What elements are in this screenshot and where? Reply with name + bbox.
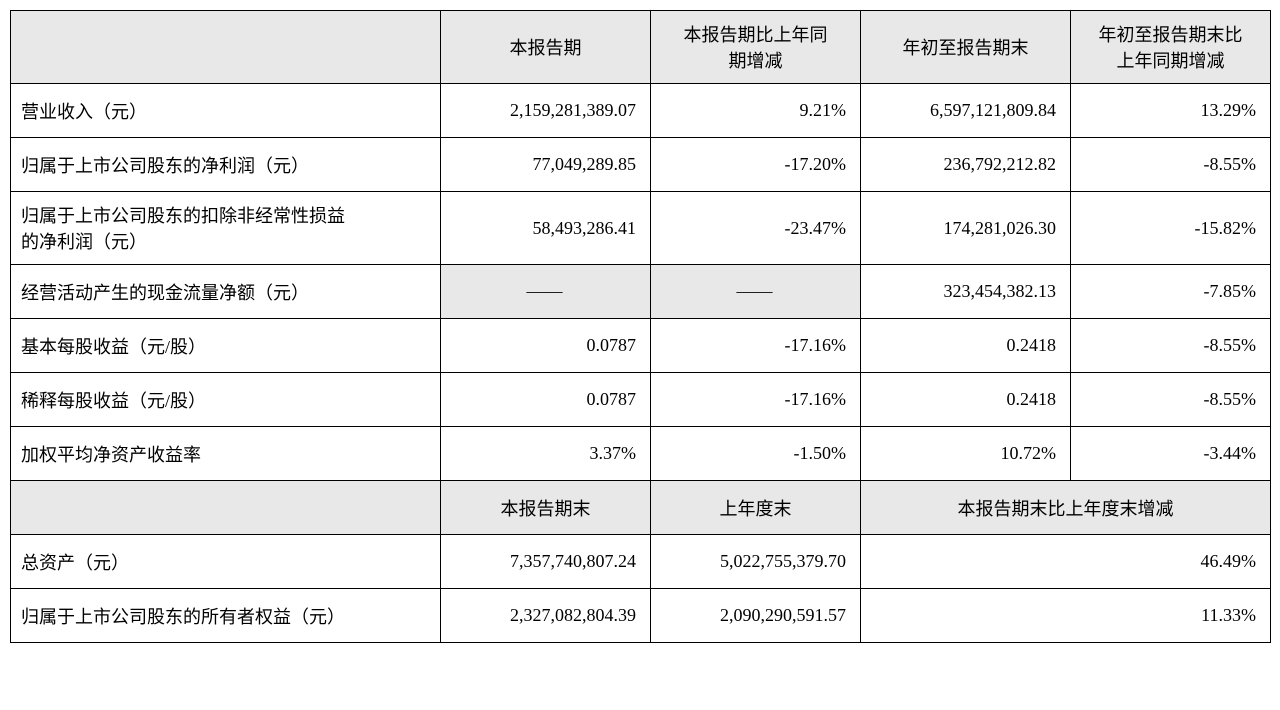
cell: -15.82% (1071, 192, 1271, 265)
table-row: 加权平均净资产收益率 3.37% -1.50% 10.72% -3.44% (11, 427, 1271, 481)
col-period: 本报告期 (441, 11, 651, 84)
cell: 2,090,290,591.57 (651, 589, 861, 643)
row-label: 归属于上市公司股东的扣除非经常性损益 的净利润（元） (11, 192, 441, 265)
table-row: 归属于上市公司股东的净利润（元） 77,049,289.85 -17.20% 2… (11, 138, 1271, 192)
header-row-1: 本报告期 本报告期比上年同 期增减 年初至报告期末 年初至报告期末比 上年同期增… (11, 11, 1271, 84)
cell: 10.72% (861, 427, 1071, 481)
cell: 58,493,286.41 (441, 192, 651, 265)
col2-prev-year-end: 上年度末 (651, 481, 861, 535)
row-label: 加权平均净资产收益率 (11, 427, 441, 481)
cell: 0.2418 (861, 319, 1071, 373)
col-ytd-yoy: 年初至报告期末比 上年同期增减 (1071, 11, 1271, 84)
cell: 3.37% (441, 427, 651, 481)
table-row: 基本每股收益（元/股） 0.0787 -17.16% 0.2418 -8.55% (11, 319, 1271, 373)
cell: 0.2418 (861, 373, 1071, 427)
cell: -23.47% (651, 192, 861, 265)
row-label: 稀释每股收益（元/股） (11, 373, 441, 427)
col2-period-end: 本报告期末 (441, 481, 651, 535)
cell: 46.49% (861, 535, 1271, 589)
cell: 9.21% (651, 84, 861, 138)
cell-empty: —— (441, 265, 651, 319)
table-row: 经营活动产生的现金流量净额（元） —— —— 323,454,382.13 -7… (11, 265, 1271, 319)
cell: 11.33% (861, 589, 1271, 643)
row-label: 总资产（元） (11, 535, 441, 589)
row-label: 营业收入（元） (11, 84, 441, 138)
cell-empty: —— (651, 265, 861, 319)
cell: -17.16% (651, 373, 861, 427)
cell: -8.55% (1071, 373, 1271, 427)
table-row: 总资产（元） 7,357,740,807.24 5,022,755,379.70… (11, 535, 1271, 589)
row-label: 经营活动产生的现金流量净额（元） (11, 265, 441, 319)
cell: 13.29% (1071, 84, 1271, 138)
cell: -8.55% (1071, 138, 1271, 192)
cell: -17.20% (651, 138, 861, 192)
cell: 323,454,382.13 (861, 265, 1071, 319)
cell: -7.85% (1071, 265, 1271, 319)
table-row: 稀释每股收益（元/股） 0.0787 -17.16% 0.2418 -8.55% (11, 373, 1271, 427)
row-label: 基本每股收益（元/股） (11, 319, 441, 373)
col2-blank (11, 481, 441, 535)
cell: 2,327,082,804.39 (441, 589, 651, 643)
cell: 5,022,755,379.70 (651, 535, 861, 589)
row-label: 归属于上市公司股东的所有者权益（元） (11, 589, 441, 643)
cell: -8.55% (1071, 319, 1271, 373)
cell: 7,357,740,807.24 (441, 535, 651, 589)
header-row-2: 本报告期末 上年度末 本报告期末比上年度末增减 (11, 481, 1271, 535)
cell: 6,597,121,809.84 (861, 84, 1071, 138)
cell: 0.0787 (441, 373, 651, 427)
col2-change: 本报告期末比上年度末增减 (861, 481, 1271, 535)
col-blank (11, 11, 441, 84)
cell: 77,049,289.85 (441, 138, 651, 192)
col-period-yoy: 本报告期比上年同 期增减 (651, 11, 861, 84)
cell: -17.16% (651, 319, 861, 373)
cell: 0.0787 (441, 319, 651, 373)
financial-table: 本报告期 本报告期比上年同 期增减 年初至报告期末 年初至报告期末比 上年同期增… (10, 10, 1271, 643)
cell: -1.50% (651, 427, 861, 481)
table-row: 归属于上市公司股东的扣除非经常性损益 的净利润（元） 58,493,286.41… (11, 192, 1271, 265)
table-row: 营业收入（元） 2,159,281,389.07 9.21% 6,597,121… (11, 84, 1271, 138)
cell: -3.44% (1071, 427, 1271, 481)
cell: 174,281,026.30 (861, 192, 1071, 265)
table-row: 归属于上市公司股东的所有者权益（元） 2,327,082,804.39 2,09… (11, 589, 1271, 643)
cell: 2,159,281,389.07 (441, 84, 651, 138)
row-label: 归属于上市公司股东的净利润（元） (11, 138, 441, 192)
cell: 236,792,212.82 (861, 138, 1071, 192)
col-ytd: 年初至报告期末 (861, 11, 1071, 84)
